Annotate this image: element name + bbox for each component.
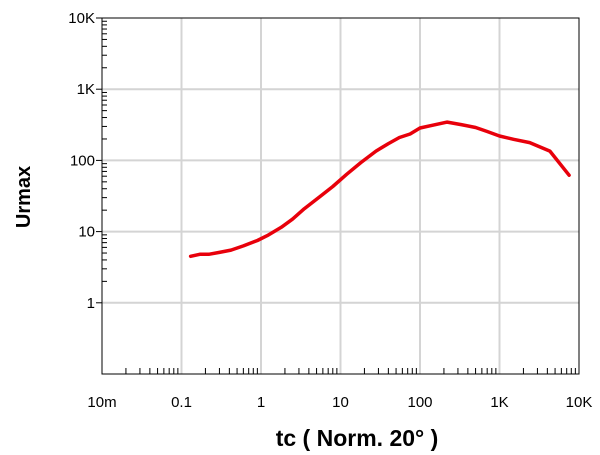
- y-tick-label: 10: [78, 224, 95, 241]
- x-tick-label: 0.1: [171, 394, 192, 411]
- x-tick-labels: 10m 0.1 1 10 100 1K 10K: [87, 394, 592, 411]
- minor-ticks: [96, 17, 576, 374]
- grid: [102, 18, 579, 374]
- x-tick-label: 100: [407, 394, 432, 411]
- x-axis-title: tc ( Norm. 20° ): [276, 425, 439, 451]
- y-tick-labels: 1 10 100 1K 10K: [68, 10, 95, 312]
- x-tick-label: 10K: [566, 394, 593, 411]
- series: [188, 120, 571, 259]
- x-tick-label: 10m: [87, 394, 116, 411]
- plot-area-border: [101, 17, 580, 375]
- y-axis-title: Urmax: [13, 166, 35, 228]
- y-tick-label: 1: [87, 295, 95, 312]
- y-tick-label: 1K: [77, 81, 95, 98]
- series-line: [188, 120, 571, 259]
- y-tick-label: 10K: [68, 10, 95, 27]
- x-tick-label: 1: [257, 394, 265, 411]
- y-tick-label: 100: [70, 152, 95, 169]
- x-tick-label: 10: [332, 394, 349, 411]
- x-tick-label: 1K: [490, 394, 508, 411]
